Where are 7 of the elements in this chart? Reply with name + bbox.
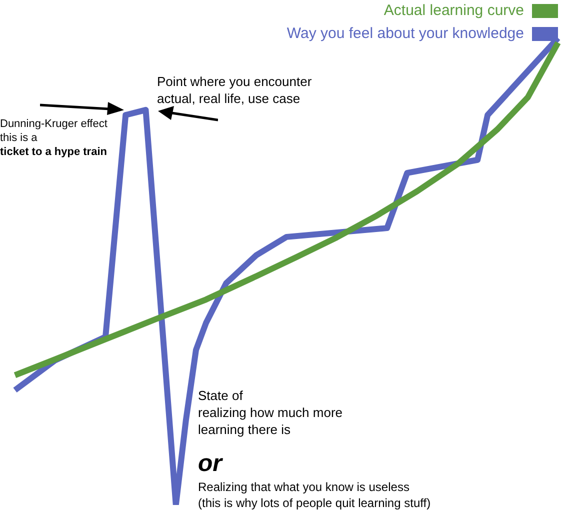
legend-label: Actual learning curve (384, 2, 524, 19)
annotation: ticket to a hype train (0, 145, 107, 160)
legend-label: Way you feel about your knowledge (286, 25, 524, 42)
annotation: State of realizing how much more learning there is (198, 388, 343, 439)
annotation: or (198, 449, 222, 479)
annotation: Realizing that what you know is useless (this is why lots of people quit learning stuff) (198, 480, 431, 512)
annotation: Point where you encounter actual, real life, use case (157, 74, 312, 108)
